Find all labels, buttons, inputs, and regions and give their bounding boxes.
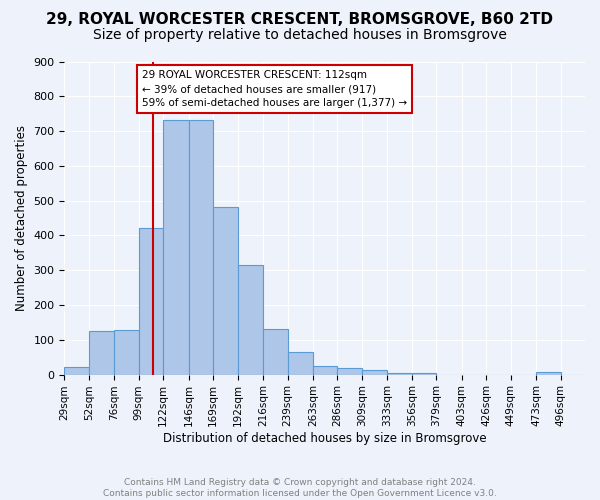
Bar [64,367,89,374]
Bar [337,368,362,374]
Bar [263,330,287,374]
Bar [362,370,388,374]
X-axis label: Distribution of detached houses by size in Bromsgrove: Distribution of detached houses by size … [163,432,487,445]
Bar [115,330,139,374]
Bar [189,120,213,374]
Y-axis label: Number of detached properties: Number of detached properties [15,125,28,311]
Bar [313,366,337,374]
Bar [536,372,560,374]
Bar [89,331,115,374]
Text: Size of property relative to detached houses in Bromsgrove: Size of property relative to detached ho… [93,28,507,42]
Text: Contains HM Land Registry data © Crown copyright and database right 2024.
Contai: Contains HM Land Registry data © Crown c… [103,478,497,498]
Bar [238,265,263,374]
Text: 29, ROYAL WORCESTER CRESCENT, BROMSGROVE, B60 2TD: 29, ROYAL WORCESTER CRESCENT, BROMSGROVE… [47,12,554,28]
Bar [388,373,412,374]
Bar [412,373,436,374]
Bar [213,207,238,374]
Bar [163,120,189,374]
Text: 29 ROYAL WORCESTER CRESCENT: 112sqm
← 39% of detached houses are smaller (917)
5: 29 ROYAL WORCESTER CRESCENT: 112sqm ← 39… [142,70,407,108]
Bar [139,228,163,374]
Bar [287,352,313,374]
